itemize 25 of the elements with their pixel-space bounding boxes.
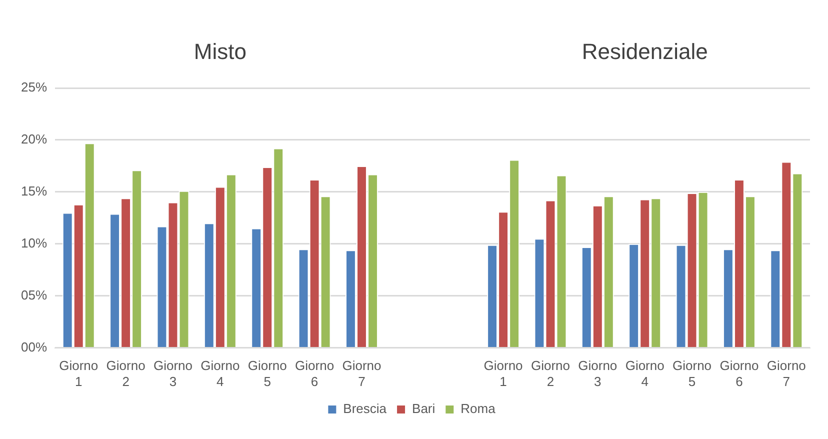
y-tick-label: 05%	[20, 287, 48, 302]
x-tick-label: Giorno 7	[766, 358, 806, 389]
x-tick-label: Giorno 1	[484, 358, 523, 389]
legend-label: Roma	[460, 401, 496, 416]
y-tick-label: 15%	[20, 184, 48, 198]
x-tick-label: Giorno 3	[578, 358, 618, 389]
x-tick-label: Giorno 6	[720, 358, 759, 389]
text: Misto	[194, 39, 246, 64]
x-tick-label: Giorno 4	[625, 358, 664, 389]
x-tick-label: Giorno 2	[106, 358, 146, 389]
legend-label: Bari	[412, 401, 436, 416]
x-tick-label: Giorno 1	[59, 358, 98, 389]
y-tick-label: 10%	[20, 235, 48, 250]
x-tick-label: Giorno 5	[672, 358, 712, 389]
x-tick-label: Giorno 7	[342, 358, 382, 389]
x-tick-label: Giorno 4	[200, 358, 240, 389]
y-tick-label: 00%	[20, 339, 48, 354]
legend-label: Brescia	[343, 401, 388, 416]
x-tick-label: Giorno 6	[295, 358, 334, 389]
y-tick-label: 20%	[20, 132, 48, 147]
text: Residenziale	[582, 39, 708, 64]
x-tick-label: Giorno 2	[530, 358, 570, 389]
x-tick-label: Giorno 3	[153, 358, 192, 389]
x-tick-label: Giorno 5	[248, 358, 287, 389]
y-tick-label: 25%	[20, 80, 48, 95]
